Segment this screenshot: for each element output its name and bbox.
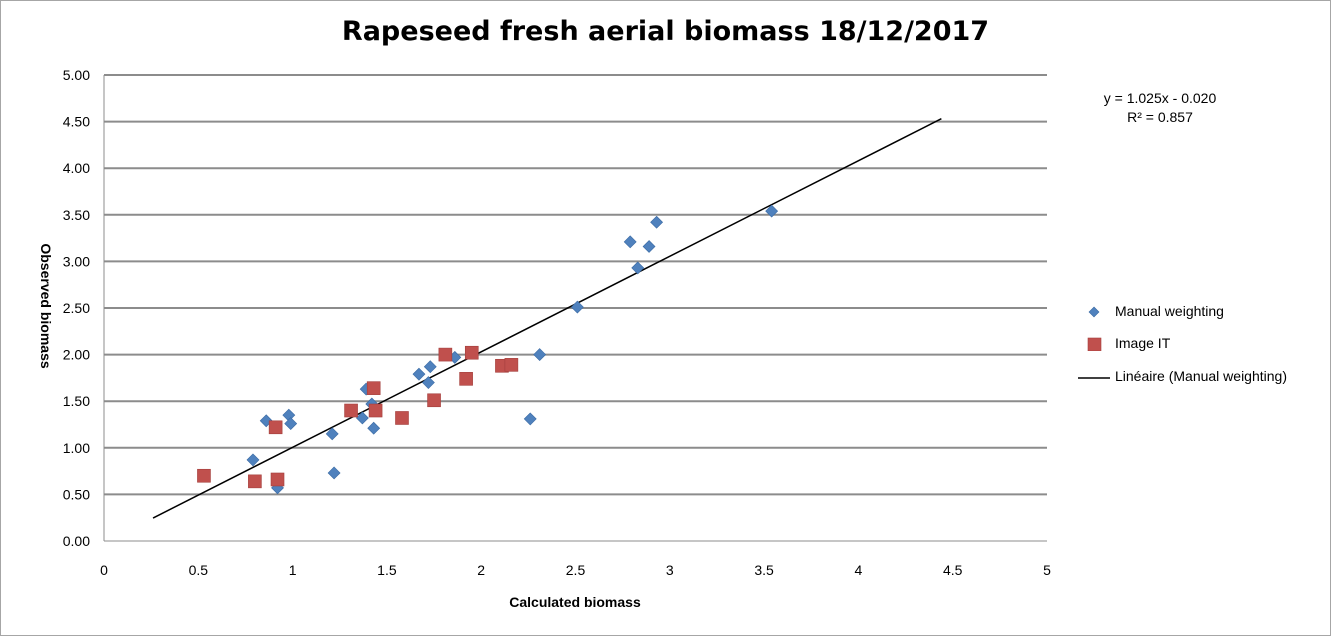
image-it-point (270, 472, 285, 487)
x-tick-label: 0 (100, 562, 108, 578)
image-it-point (459, 372, 473, 386)
trendline-layer (152, 118, 942, 519)
image-it-point (268, 420, 283, 435)
data-points (197, 204, 779, 495)
manual-weighting-point (523, 412, 537, 426)
legend-label: Manual weighting (1115, 303, 1224, 319)
image-it-point (464, 345, 479, 360)
x-tick-label: 3 (666, 562, 674, 578)
y-tick-label: 2.00 (63, 347, 90, 363)
trendline (152, 118, 942, 519)
x-tick-label: 3.5 (754, 562, 774, 578)
manual-weighting-point (650, 215, 664, 229)
y-tick-label: 4.00 (63, 160, 90, 176)
manual-weighting-point (355, 411, 369, 425)
gridlines (104, 74, 1047, 496)
y-tick-label: 4.50 (63, 114, 90, 130)
image-it-point (427, 393, 441, 408)
x-tick-label: 5 (1043, 562, 1051, 578)
y-tick-label: 1.50 (63, 393, 90, 409)
trendline-equation-box: y = 1.025x - 0.020 R² = 0.857 (1060, 89, 1260, 127)
x-axis-label: Calculated biomass (509, 594, 641, 610)
x-tick-label: 0.5 (189, 562, 209, 578)
legend-label: Image IT (1115, 335, 1171, 351)
chart-title: Rapeseed fresh aerial biomass 18/12/2017 (341, 16, 990, 47)
manual-weighting-point (367, 421, 381, 435)
manual-weighting-point (533, 348, 547, 362)
image-it-point (504, 358, 519, 372)
image-it-point (395, 411, 409, 425)
x-tick-label: 1.5 (377, 562, 397, 578)
y-tick-label: 0.50 (63, 486, 90, 502)
manual-weighting-point (642, 240, 656, 253)
y-tick-label: 0.00 (63, 533, 90, 549)
manual-weighting-point (284, 417, 298, 430)
y-tick-label: 3.00 (63, 253, 90, 269)
y-tick-label: 2.50 (63, 300, 90, 316)
x-tick-label: 4.5 (943, 562, 963, 578)
image-it-point (438, 347, 453, 362)
y-tick-label: 5.00 (63, 67, 90, 83)
line-marker-icon (1078, 377, 1110, 379)
legend-label: Linéaire (Manual weighting) (1115, 368, 1287, 384)
y-axis-label: Observed biomass (38, 243, 54, 369)
x-tick-label: 4 (855, 562, 863, 578)
trendline-equation: y = 1.025x - 0.020 (1103, 90, 1217, 106)
manual-weighting-point (325, 427, 339, 441)
diamond-marker-icon (1088, 306, 1100, 318)
image-it-point (366, 381, 381, 395)
manual-weighting-point (623, 235, 637, 249)
manual-weighting-point (570, 300, 584, 314)
square-marker-icon (1087, 337, 1102, 351)
x-tick-labels: 0 0.5 1 1.5 2 2.5 3 3.5 4 4.5 5 (100, 562, 1051, 578)
manual-weighting-point (246, 453, 260, 467)
image-it-point (197, 468, 211, 483)
y-tick-label: 1.00 (63, 440, 90, 456)
manual-weighting-point (765, 204, 779, 218)
manual-weighting-point (421, 376, 435, 389)
trendline-r-squared: R² = 0.857 (1127, 109, 1193, 125)
y-tick-label: 3.50 (63, 207, 90, 223)
manual-weighting-point (423, 360, 437, 374)
manual-weighting-point (631, 261, 645, 275)
x-tick-label: 2 (477, 562, 485, 578)
axes (103, 75, 1047, 542)
image-it-point (344, 403, 358, 418)
image-it-point (248, 474, 262, 489)
manual-weighting-point (412, 367, 426, 381)
x-tick-label: 1 (289, 562, 297, 578)
manual-weighting-point (327, 466, 341, 480)
image-it-point (368, 403, 383, 418)
y-tick-labels: 0.00 0.50 1.00 1.50 2.00 2.50 3.00 3.50 4.00 4.50… (63, 67, 90, 549)
x-tick-label: 2.5 (566, 562, 586, 578)
